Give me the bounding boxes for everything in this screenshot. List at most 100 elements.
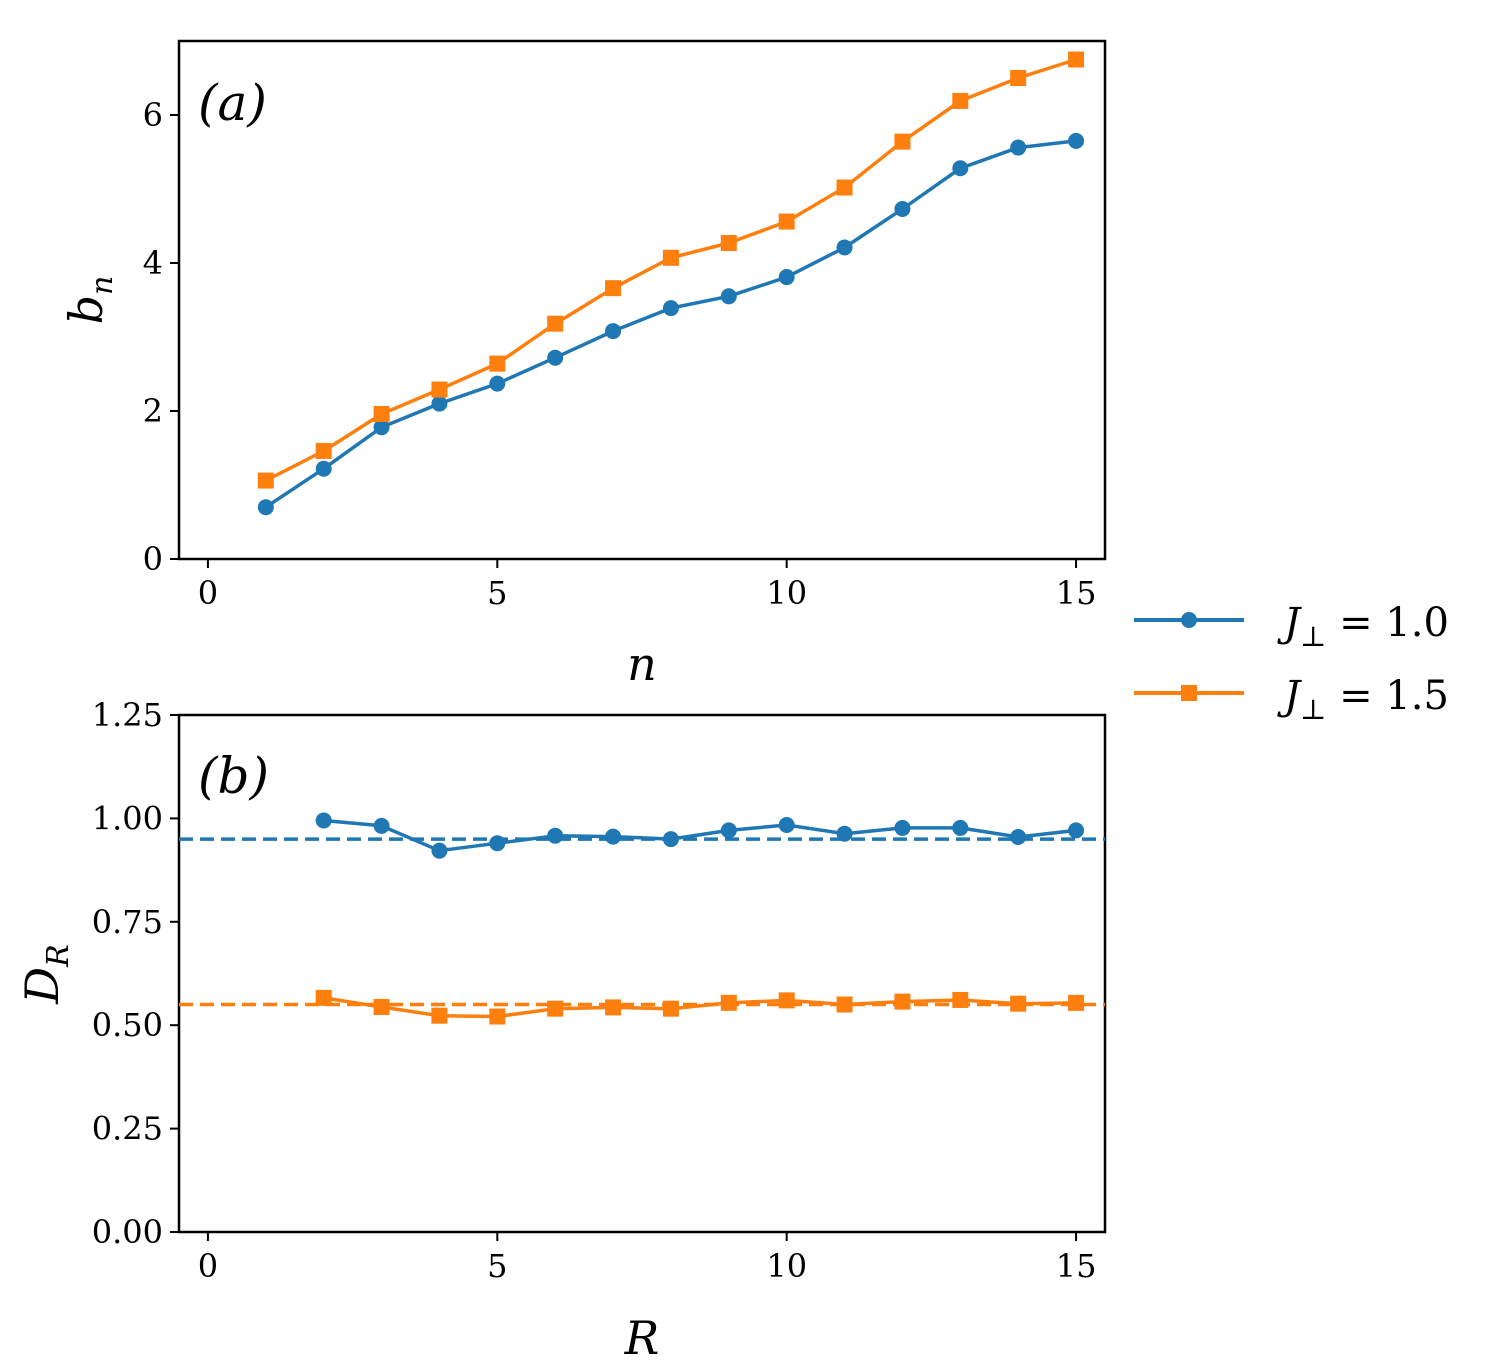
panel-b-ytick-label: 1.25 [92,696,163,734]
panel-a-point-j15 [894,133,911,150]
panel-b-xtick-label: 15 [1056,1247,1097,1285]
panel-a-point-j1 [952,160,969,177]
panel-a-point-j15 [952,92,969,109]
panel-b-point-j1 [1010,829,1027,846]
panel-a-label: (a) [198,74,267,132]
panel-b-ytick-label: 0.75 [92,903,163,941]
panel-a-frame [177,39,1107,561]
panel-a-ticks: 0 5 10 15 0 2 4 6 [143,96,1097,612]
panel-a-ylabel-main: b [59,295,113,324]
panel-a-ytick-label: 0 [143,540,163,578]
panel-a-point-j1 [315,460,332,477]
legend-item-j15: J⊥ = 1.5 [1134,673,1449,726]
panel-a-point-j15 [720,235,737,252]
legend-item-j1: J⊥ = 1.0 [1134,600,1449,653]
panel-b-point-j15 [605,999,622,1016]
panel-a-ylabel: bn [59,276,120,325]
svg-text:DR: DR [15,944,76,1004]
panel-b-xtick-label: 5 [487,1247,507,1285]
panel-b-ylabel-main: D [15,967,69,1005]
panel-a-point-j1 [257,499,274,516]
panel-a-point-j1 [605,323,622,340]
panel-a-point-j1 [720,288,737,305]
panel-b-point-j1 [1068,822,1085,839]
svg-text:J⊥ = 1.0: J⊥ = 1.0 [1277,600,1449,653]
panel-a-xtick-label: 5 [487,574,507,612]
panel-b-ytick-label: 1.00 [92,799,163,837]
panel-a-point-j1 [662,300,679,317]
panel-b-point-j1 [315,812,332,829]
panel-a-point-j15 [1010,70,1027,86]
panel-b-ylabel: DR [15,944,76,1004]
panel-b-point-j15 [489,1008,506,1025]
legend: J⊥ = 1.0 J⊥ = 1.5 [1134,600,1449,726]
panel-b-frame [177,713,1107,1234]
panel-b-dr-vs-r: 0 5 10 15 0.00 0.25 0.50 0.75 1.00 1.25 (b) R DR [15,696,1107,1365]
panel-a-point-j1 [431,395,448,412]
panel-a-point-j1 [894,200,911,217]
panel-a-point-j15 [373,405,390,422]
panel-b-point-j1 [778,817,795,834]
panel-a-point-j1 [489,375,506,392]
panel-a-data [257,51,1085,516]
panel-a-xtick-label: 10 [766,574,807,612]
legend-marker-j1 [1181,612,1197,628]
panel-b-point-j15 [894,993,911,1010]
panel-a-ytick-label: 6 [143,96,163,134]
panel-b-ytick-label: 0.00 [92,1213,163,1251]
panel-b-point-j1 [605,828,622,845]
panel-a-point-j15 [836,179,853,196]
legend-j15-value: = 1.5 [1326,673,1449,719]
panel-a-ytick-label: 2 [143,392,163,430]
panel-b-data [179,812,1105,1025]
legend-j1-sub: ⊥ [1300,620,1326,653]
svg-text:bn: bn [59,276,120,325]
panel-a-point-j1 [778,269,795,286]
panel-b-label: (b) [198,747,269,805]
panel-b-xtick-label: 0 [198,1247,218,1285]
panel-b-point-j15 [373,999,390,1016]
panel-b-point-j1 [836,825,853,842]
legend-j1-value: = 1.0 [1326,600,1449,646]
panel-a-ytick-label: 4 [143,244,163,282]
panel-b-series-line-j15 [323,996,1077,1019]
panel-b-point-j15 [778,992,795,1009]
legend-j15-sub: ⊥ [1300,693,1326,726]
panel-a-point-j15 [315,442,332,459]
panel-a-point-j15 [1068,51,1085,68]
panel-a-ylabel-sub: n [85,276,120,295]
panel-a-point-j15 [662,249,679,266]
panel-a-point-j1 [836,239,853,256]
panel-b-point-j1 [373,817,390,834]
panel-b-ytick-label: 0.50 [92,1006,163,1044]
panel-b-point-j15 [547,1000,564,1017]
panel-a-xtick-label: 15 [1056,574,1097,612]
legend-j1-symbol: J [1277,600,1302,646]
panel-b-point-j1 [894,819,911,836]
panel-a-point-j1 [547,349,564,366]
panel-b-point-j15 [720,994,737,1011]
panel-a-point-j1 [1010,139,1027,156]
panel-b-point-j1 [547,827,564,844]
legend-marker-j15 [1181,685,1197,701]
panel-b-point-j1 [720,822,737,839]
panel-b-ytick-label: 0.25 [92,1110,163,1148]
panel-a-point-j1 [373,419,390,436]
panel-a-point-j15 [778,213,795,230]
panel-a-point-j15 [489,355,506,372]
panel-b-point-j1 [489,835,506,852]
panel-a-point-j15 [547,315,564,332]
panel-b-point-j15 [952,991,969,1008]
svg-text:J⊥ = 1.5: J⊥ = 1.5 [1277,673,1449,726]
panel-b-series-line-j1 [323,818,1077,853]
panel-b-ylabel-sub: R [41,944,76,968]
panel-a-xlabel: n [627,637,657,691]
legend-j15-symbol: J [1277,673,1302,719]
panel-b-point-j15 [431,1007,448,1024]
panel-a-point-j1 [1068,132,1085,149]
panel-b-xtick-label: 10 [766,1247,807,1285]
panel-b-point-j15 [1010,995,1027,1012]
panel-b-point-j15 [836,996,853,1013]
